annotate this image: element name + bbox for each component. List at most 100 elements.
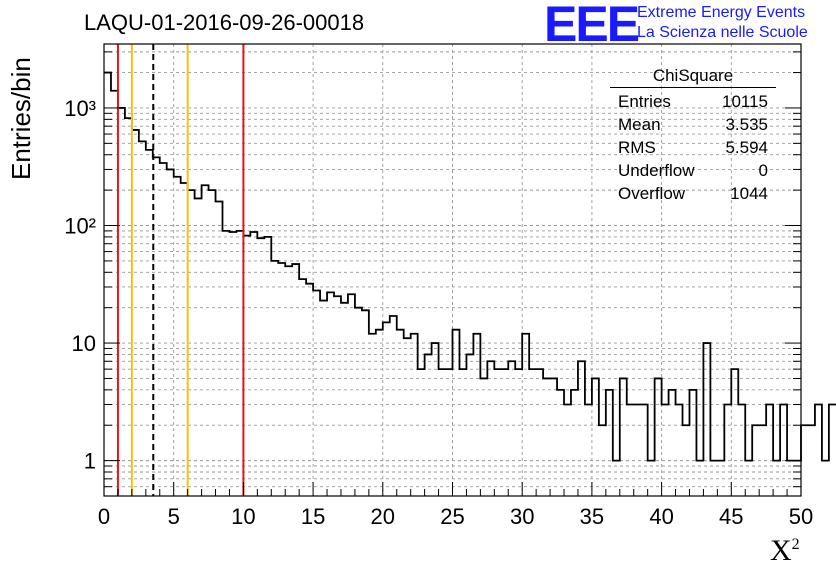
histogram-bin bbox=[146, 150, 153, 496]
x-tick-label: 35 bbox=[580, 504, 604, 529]
histogram-bin bbox=[132, 130, 139, 496]
histogram-bin bbox=[599, 425, 606, 496]
stats-value: 3.535 bbox=[725, 115, 768, 134]
x-tick-label: 50 bbox=[789, 504, 813, 529]
histogram-bin bbox=[662, 405, 669, 496]
y-tick-label: 1 bbox=[84, 449, 96, 474]
histogram-outline bbox=[104, 71, 836, 462]
histogram-bin bbox=[710, 461, 717, 496]
histogram-bin bbox=[815, 405, 822, 496]
histogram-bin bbox=[139, 141, 146, 496]
histogram-bin bbox=[334, 296, 341, 496]
histogram-bin bbox=[717, 461, 724, 496]
histogram-bin bbox=[285, 266, 292, 496]
histogram-bin bbox=[181, 183, 188, 496]
histogram-bin bbox=[299, 279, 306, 496]
histogram-bin bbox=[787, 461, 794, 496]
histogram-bin bbox=[501, 369, 508, 496]
y-tick-label: 10³ bbox=[64, 96, 96, 121]
histogram-bin bbox=[243, 236, 250, 496]
histogram-bin bbox=[369, 334, 376, 496]
x-tick-label: 5 bbox=[168, 504, 180, 529]
histogram-bin bbox=[355, 308, 362, 496]
y-axis: 1 10 10² 10³ bbox=[64, 51, 801, 497]
histogram-bin bbox=[432, 343, 439, 496]
histogram-bin bbox=[439, 369, 446, 496]
histogram-bin bbox=[738, 405, 745, 496]
histogram-bin bbox=[160, 163, 167, 496]
vertical-lines-layer bbox=[116, 44, 245, 496]
x-axis-label-sup: 2 bbox=[791, 536, 800, 553]
x-axis: 0 5 10 15 20 25 30 35 40 45 50 bbox=[98, 482, 813, 529]
histogram-bin bbox=[236, 231, 243, 496]
stats-box: ChiSquare Entries 10115 Mean 3.535 RMS 5.59… bbox=[610, 66, 776, 205]
histogram-bin bbox=[487, 361, 494, 496]
histogram-bin bbox=[780, 405, 787, 496]
stats-row-mean: Mean 3.535 bbox=[610, 113, 776, 136]
histogram-bin bbox=[229, 232, 236, 496]
histogram-bin bbox=[390, 316, 397, 496]
stats-value: 1044 bbox=[730, 184, 768, 203]
histogram-bin bbox=[592, 378, 599, 496]
histogram-bin bbox=[522, 334, 529, 496]
x-tick-label: 0 bbox=[98, 504, 110, 529]
histogram-bin bbox=[411, 334, 418, 496]
x-tick-label: 25 bbox=[440, 504, 464, 529]
histogram-bin bbox=[446, 369, 453, 496]
stats-row-rms: RMS 5.594 bbox=[610, 136, 776, 159]
stats-row-overflow: Overflow 1044 bbox=[610, 182, 776, 205]
histogram-bin bbox=[515, 369, 522, 496]
histogram-bin bbox=[453, 330, 460, 496]
histogram-bin bbox=[278, 263, 285, 496]
stats-label: Mean bbox=[618, 115, 661, 134]
histogram-bin bbox=[676, 405, 683, 496]
x-tick-label: 45 bbox=[719, 504, 743, 529]
histogram-bin bbox=[362, 310, 369, 496]
histogram-bin bbox=[250, 232, 257, 496]
histogram-bin bbox=[397, 330, 404, 496]
histogram-bin bbox=[202, 185, 209, 496]
stats-label: RMS bbox=[618, 138, 656, 157]
stats-value: 5.594 bbox=[725, 138, 768, 157]
histogram-bin bbox=[620, 378, 627, 496]
histogram-bin bbox=[376, 330, 383, 496]
y-axis-label: Entries/bin bbox=[6, 57, 36, 180]
histogram-bin bbox=[571, 390, 578, 496]
histogram-bin bbox=[655, 378, 662, 496]
histogram-bin bbox=[829, 405, 836, 496]
histogram-bin bbox=[508, 361, 515, 496]
histogram-bin bbox=[383, 322, 390, 496]
histogram-bin bbox=[822, 461, 829, 496]
histogram-bin bbox=[578, 361, 585, 496]
histogram-bin bbox=[613, 461, 620, 496]
histogram-bin bbox=[216, 202, 223, 496]
histogram-bin bbox=[808, 425, 815, 496]
histogram-bin bbox=[543, 378, 550, 496]
stats-value: 10115 bbox=[721, 92, 768, 111]
x-axis-label: X2 bbox=[770, 534, 800, 568]
histogram-bin bbox=[222, 231, 229, 496]
grid-layer bbox=[104, 44, 801, 496]
histogram-bin bbox=[425, 354, 432, 496]
histogram-bin bbox=[466, 354, 473, 496]
histogram-bin bbox=[348, 294, 355, 496]
x-axis-label-base: X bbox=[770, 534, 792, 567]
histogram-bin bbox=[188, 190, 195, 496]
histogram-bin bbox=[271, 261, 278, 496]
histogram-bin bbox=[773, 461, 780, 496]
stats-row-underflow: Underflow 0 bbox=[610, 159, 776, 182]
histogram-bin bbox=[536, 369, 543, 496]
histogram-bin bbox=[724, 405, 731, 496]
histogram-bin bbox=[550, 378, 557, 496]
histogram-bin bbox=[418, 369, 425, 496]
histogram-bin bbox=[606, 390, 613, 496]
histogram-bin bbox=[752, 425, 759, 496]
histogram-bin bbox=[292, 264, 299, 496]
stats-row-entries: Entries 10115 bbox=[610, 90, 776, 113]
histogram-bin bbox=[641, 405, 648, 496]
histogram-bin bbox=[257, 238, 264, 496]
x-tick-label: 10 bbox=[231, 504, 255, 529]
histogram-bin bbox=[529, 369, 536, 496]
stats-label: Overflow bbox=[618, 184, 686, 203]
